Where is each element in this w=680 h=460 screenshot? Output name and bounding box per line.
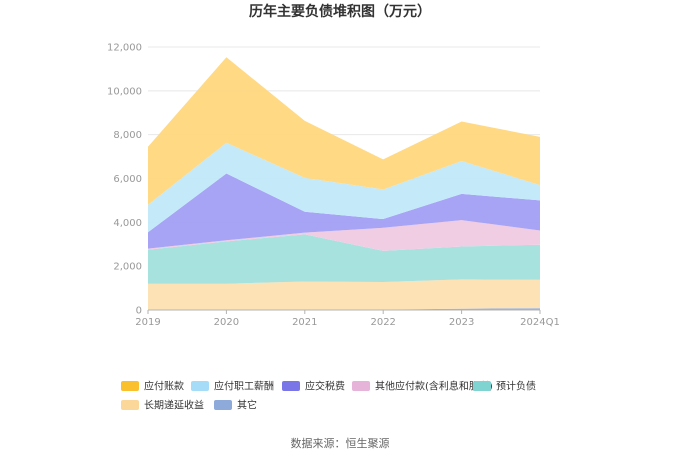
legend-label: 长期递延收益 [144,399,204,412]
legend-label: 其他应付款(含利息和股利) [375,380,493,393]
x-tick-label: 2019 [135,317,160,328]
y-tick-label: 4,000 [113,218,142,229]
legend-swatch [121,381,139,391]
x-tick-label: 2024Q1 [520,317,560,328]
data-source: 数据来源：恒生聚源 [291,436,390,450]
area-应付账款 [148,57,540,205]
y-tick-label: 8,000 [113,130,142,141]
legend-swatch [121,400,139,410]
y-tick-label: 0 [136,306,142,317]
area-长期递延收益 [148,279,540,310]
x-axis: 2019 2020 2021 2022 2023 2024Q1 [135,309,560,328]
legend-label: 应交税费 [305,380,345,393]
x-tick-label: 2020 [214,317,239,328]
x-tick-label: 2021 [292,317,317,328]
area-应交税费 [148,173,540,249]
legend-swatch [473,381,491,391]
legend-label: 其它 [237,399,257,412]
area-应付职工薪酬 [148,142,540,233]
legend-label: 预计负债 [496,380,536,393]
x-tick-label: 2022 [370,317,395,328]
area-预计负债 [148,234,540,284]
y-tick-label: 12,000 [107,43,142,54]
area-series [148,57,540,310]
y-tick-label: 2,000 [113,262,142,273]
x-tick-label: 2023 [449,317,474,328]
y-tick-label: 6,000 [113,174,142,185]
y-tick-label: 10,000 [107,86,142,97]
area-其他应付款(含利息和股利) [148,220,540,251]
legend-swatch [352,381,370,391]
legend-swatch [214,400,232,410]
legend-label: 应付账款 [144,380,184,393]
legend-swatch [191,381,209,391]
legend-swatch [282,381,300,391]
y-axis: 0 2,000 4,000 6,000 8,000 10,000 12,000 [107,43,142,317]
chart-title: 历年主要负债堆积图（万元） [249,3,431,20]
legend-label: 应付职工薪酬 [214,380,274,393]
